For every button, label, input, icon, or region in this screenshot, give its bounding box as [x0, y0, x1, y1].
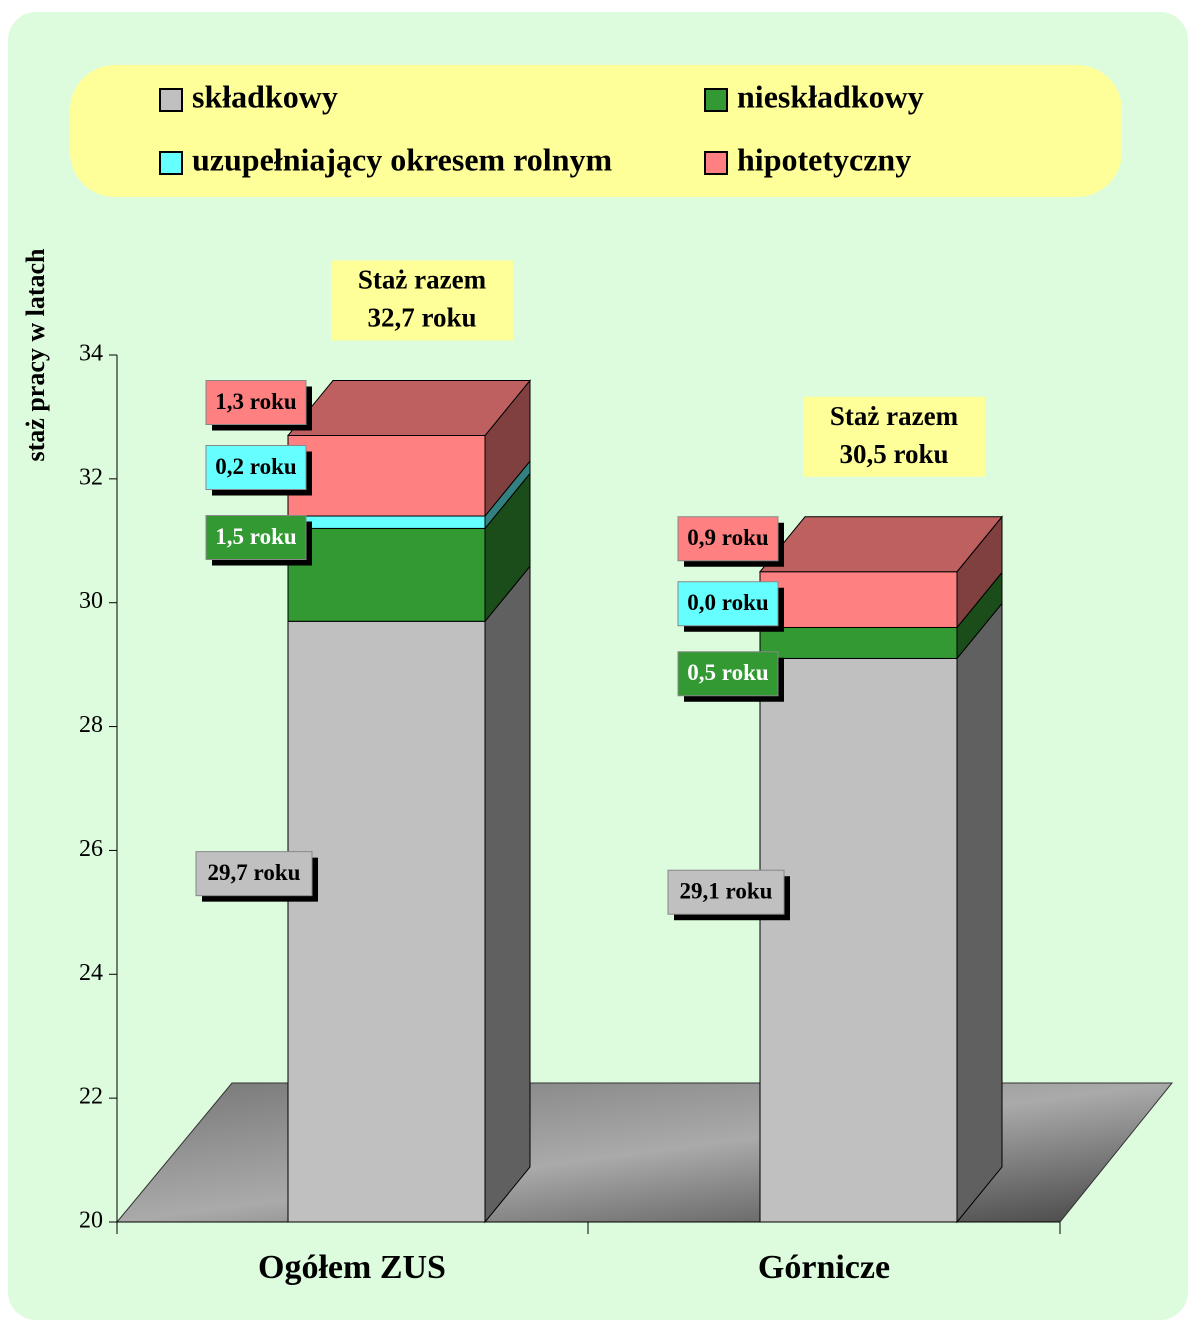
label-box [667, 869, 785, 915]
label-box [677, 516, 779, 562]
legend-label: hipotetyczny [737, 141, 911, 177]
total-label: 30,5 roku [839, 439, 948, 469]
label-box [205, 445, 307, 491]
x-tick-label: Górnicze [758, 1249, 890, 1286]
legend-swatch [159, 151, 183, 175]
value-label: 0,2 roku [215, 454, 297, 479]
y-tick-label: 20 [79, 1208, 103, 1234]
bar-top [758, 516, 1004, 573]
value-label: 0,9 roku [687, 525, 769, 550]
legend-label: uzupełniający okresem rolnym [192, 141, 612, 177]
value-label: 1,3 roku [215, 389, 297, 414]
legend-label: nieskładkowy [737, 78, 924, 114]
y-tick-label: 34 [79, 341, 103, 367]
total-label: 32,7 roku [367, 303, 476, 333]
total-title: Staż razem [830, 401, 959, 431]
total-box [331, 260, 513, 341]
bar-segment [287, 435, 486, 517]
y-tick-label: 22 [79, 1084, 103, 1110]
bar-segment [759, 626, 958, 659]
label-box [205, 515, 307, 561]
label-box [677, 651, 779, 697]
bar-top [286, 380, 532, 437]
bar-segment [759, 657, 958, 1223]
label-box [195, 851, 313, 897]
bar-side [484, 564, 531, 1224]
value-label: 0,0 roku [687, 590, 769, 615]
label-box [677, 581, 779, 627]
y-tick-label: 24 [79, 960, 103, 986]
label-box [205, 380, 307, 426]
y-tick-label: 30 [79, 588, 103, 614]
y-tick-label: 26 [79, 836, 103, 862]
legend-swatch [704, 151, 728, 175]
y-tick-label: 28 [79, 712, 103, 738]
total-title: Staż razem [358, 265, 487, 295]
legend-swatch [159, 88, 183, 112]
bar-segment [287, 620, 486, 1223]
bar-side [956, 602, 1003, 1224]
value-label: 1,5 roku [215, 524, 297, 549]
value-label: 29,1 roku [680, 879, 773, 904]
floor [115, 1082, 1174, 1223]
bar-segment [287, 515, 486, 529]
legend-swatch [704, 88, 728, 112]
value-label: 29,7 roku [208, 860, 301, 885]
bar-segment [287, 527, 486, 622]
y-axis-label: staż pracy w latach [21, 248, 50, 462]
value-label: 0,5 roku [687, 660, 769, 685]
y-tick-label: 32 [79, 464, 103, 490]
x-tick-label: Ogółem ZUS [258, 1249, 446, 1286]
total-box [803, 396, 985, 477]
legend-label: składkowy [192, 78, 338, 114]
bar-segment [759, 571, 958, 628]
legend-box [70, 65, 1122, 197]
